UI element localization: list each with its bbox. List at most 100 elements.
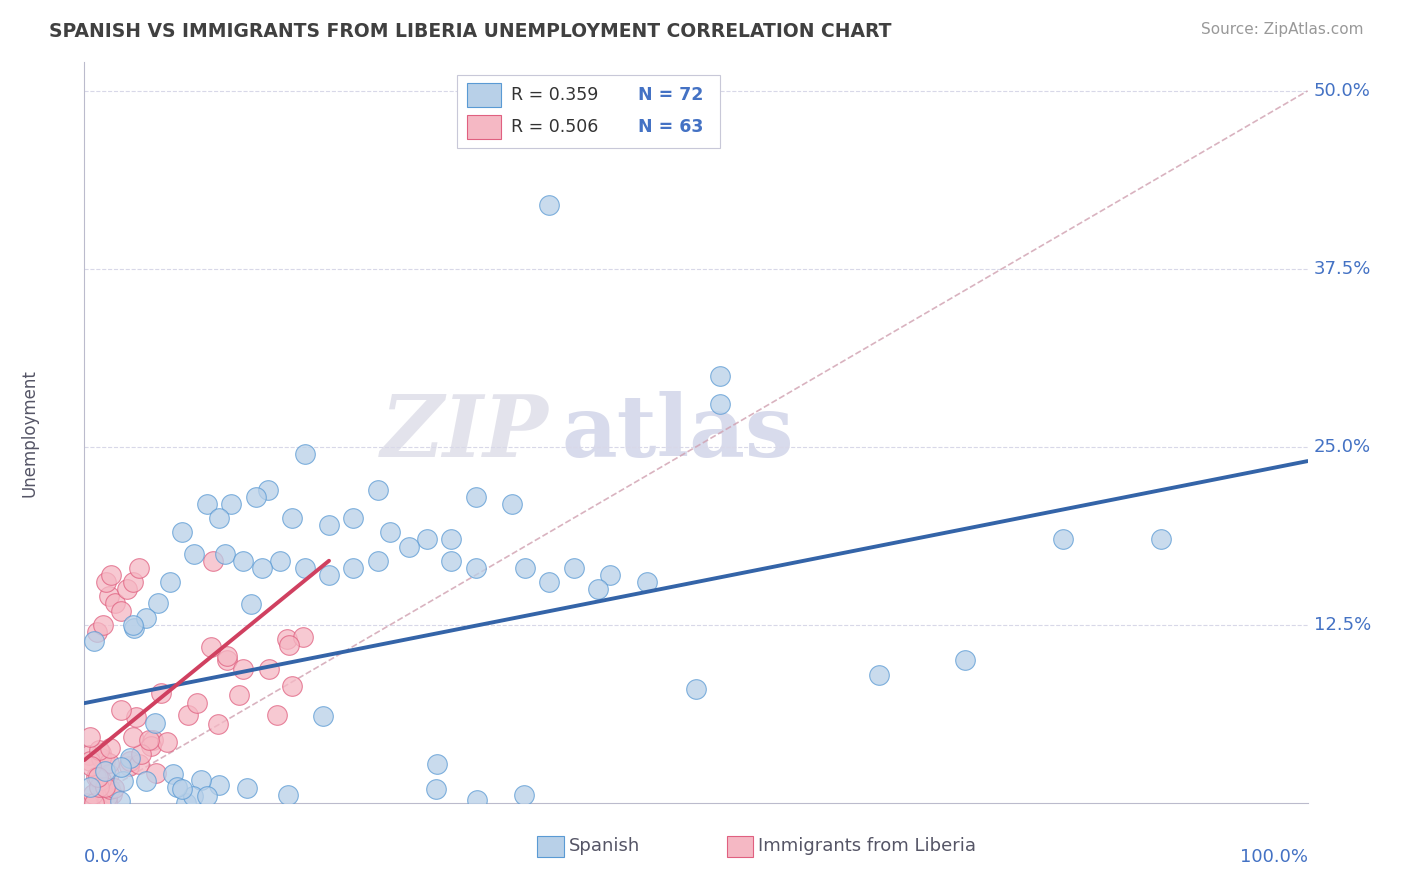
- Point: [190, 772, 212, 787]
- Point: [250, 561, 273, 575]
- Point: [380, 525, 402, 540]
- Bar: [537, 836, 564, 857]
- Text: Immigrants from Liberia: Immigrants from Liberia: [758, 838, 976, 855]
- Point: [122, 575, 145, 590]
- Point: [291, 630, 314, 644]
- Point: [281, 511, 304, 525]
- Point: [103, 781, 125, 796]
- Point: [709, 397, 731, 411]
- Point: [426, 756, 449, 771]
- Point: [110, 604, 132, 618]
- Text: Spanish: Spanish: [569, 838, 640, 855]
- Point: [162, 767, 184, 781]
- Point: [98, 756, 121, 770]
- Text: SPANISH VS IMMIGRANTS FROM LIBERIA UNEMPLOYMENT CORRELATION CHART: SPANISH VS IMMIGRANTS FROM LIBERIA UNEMP…: [49, 22, 891, 41]
- Text: 50.0%: 50.0%: [1313, 82, 1371, 100]
- Point: [118, 754, 141, 768]
- Point: [91, 617, 114, 632]
- Point: [94, 764, 117, 779]
- Point: [146, 597, 169, 611]
- Text: R = 0.506: R = 0.506: [512, 118, 599, 136]
- Point: [110, 760, 132, 774]
- Point: [232, 662, 254, 676]
- Point: [76, 796, 98, 810]
- Point: [135, 774, 157, 789]
- Point: [513, 561, 536, 575]
- Text: 100.0%: 100.0%: [1240, 848, 1308, 866]
- Point: [294, 447, 316, 461]
- Point: [257, 483, 280, 497]
- Point: [138, 733, 160, 747]
- Point: [100, 568, 122, 582]
- Point: [240, 597, 263, 611]
- Point: [195, 789, 218, 803]
- Point: [214, 547, 236, 561]
- Point: [128, 561, 150, 575]
- Point: [83, 634, 105, 648]
- Point: [464, 561, 486, 575]
- Point: [84, 770, 107, 784]
- Point: [636, 575, 658, 590]
- Point: [709, 368, 731, 383]
- Point: [145, 766, 167, 780]
- Point: [208, 511, 231, 525]
- Point: [245, 490, 267, 504]
- Bar: [727, 836, 754, 857]
- Point: [1150, 533, 1173, 547]
- Bar: [457, 75, 720, 147]
- Point: [562, 561, 585, 575]
- Point: [177, 707, 200, 722]
- Point: [79, 780, 101, 795]
- Point: [156, 735, 179, 749]
- Point: [83, 796, 105, 810]
- Point: [120, 750, 142, 764]
- Point: [77, 747, 100, 762]
- Text: N = 63: N = 63: [638, 118, 704, 136]
- Bar: [467, 115, 502, 138]
- Point: [953, 653, 976, 667]
- Point: [318, 518, 340, 533]
- Point: [86, 624, 108, 639]
- Point: [96, 794, 118, 808]
- Point: [125, 709, 148, 723]
- Point: [93, 780, 115, 794]
- Point: [208, 778, 231, 792]
- Point: [166, 780, 188, 794]
- Text: Unemployment: Unemployment: [20, 368, 38, 497]
- Point: [465, 793, 488, 807]
- Point: [269, 554, 291, 568]
- Point: [599, 568, 621, 582]
- Point: [172, 781, 194, 796]
- Point: [201, 554, 224, 568]
- Point: [342, 561, 364, 575]
- Point: [1052, 533, 1074, 547]
- Point: [159, 575, 181, 590]
- Point: [416, 533, 439, 547]
- Point: [110, 703, 132, 717]
- Point: [98, 741, 121, 756]
- Point: [280, 680, 302, 694]
- Point: [122, 731, 145, 745]
- Point: [195, 497, 218, 511]
- Point: [586, 582, 609, 597]
- Point: [538, 198, 561, 212]
- Point: [367, 554, 389, 568]
- Point: [79, 730, 101, 744]
- Point: [183, 547, 205, 561]
- Point: [257, 662, 280, 676]
- Point: [342, 511, 364, 525]
- Text: 25.0%: 25.0%: [1313, 438, 1371, 456]
- Point: [98, 782, 121, 797]
- Point: [111, 773, 134, 788]
- Point: [87, 770, 110, 784]
- Text: ZIP: ZIP: [381, 391, 550, 475]
- Point: [464, 490, 486, 504]
- Point: [142, 733, 165, 747]
- Point: [104, 597, 127, 611]
- Point: [217, 653, 239, 667]
- Point: [232, 554, 254, 568]
- Point: [90, 780, 112, 794]
- Point: [278, 638, 301, 652]
- Point: [128, 756, 150, 771]
- Text: N = 72: N = 72: [638, 86, 704, 104]
